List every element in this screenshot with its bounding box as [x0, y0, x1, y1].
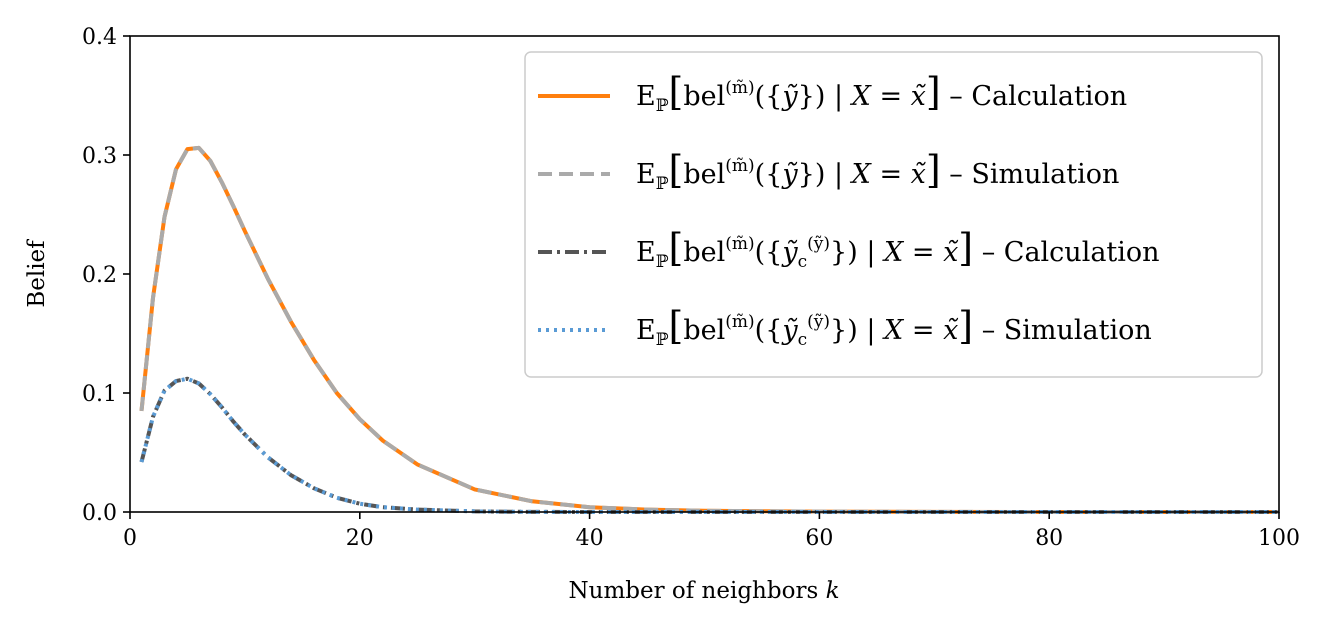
legend-label-2: Eℙ[bel(m̃)({ỹ}) | X = x̃] – Simulation [636, 148, 1119, 194]
y-tick-label: 0.1 [82, 382, 117, 407]
legend-label-3: Eℙ[bel(m̃)({ỹc(ỹ)}) | X = x̃] – Calculat… [636, 226, 1160, 272]
y-tick-label: 0.2 [82, 263, 117, 288]
series-line-4 [139, 376, 1279, 514]
legend: Eℙ[bel(m̃)({ỹ}) | X = x̃] – Calculation E… [524, 51, 1263, 378]
x-tick-label: 20 [346, 526, 374, 551]
series-line-3 [139, 376, 1279, 514]
legend-box [524, 51, 1263, 378]
legend-label-1: Eℙ[bel(m̃)({ỹ}) | X = x̃] – Calculation [636, 70, 1127, 116]
x-axis-label: Number of neighbors k [569, 578, 840, 604]
y-axis-ticks: 0.0 0.1 0.2 0.3 0.4 [82, 25, 130, 526]
x-tick-label: 80 [1035, 526, 1063, 551]
y-tick-label: 0.0 [82, 501, 117, 526]
legend-label-4: Eℙ[bel(m̃)({ỹc(ỹ)}) | X = x̃] – Simulati… [636, 304, 1152, 350]
y-tick-label: 0.4 [82, 25, 117, 50]
x-tick-label: 60 [805, 526, 833, 551]
y-axis-label: Belief [24, 239, 50, 308]
y-tick-label: 0.3 [82, 144, 117, 169]
x-tick-label: 0 [123, 526, 137, 551]
x-tick-label: 40 [576, 526, 604, 551]
x-axis-ticks: 0 20 40 60 80 100 [123, 512, 1300, 551]
x-tick-label: 100 [1258, 526, 1300, 551]
